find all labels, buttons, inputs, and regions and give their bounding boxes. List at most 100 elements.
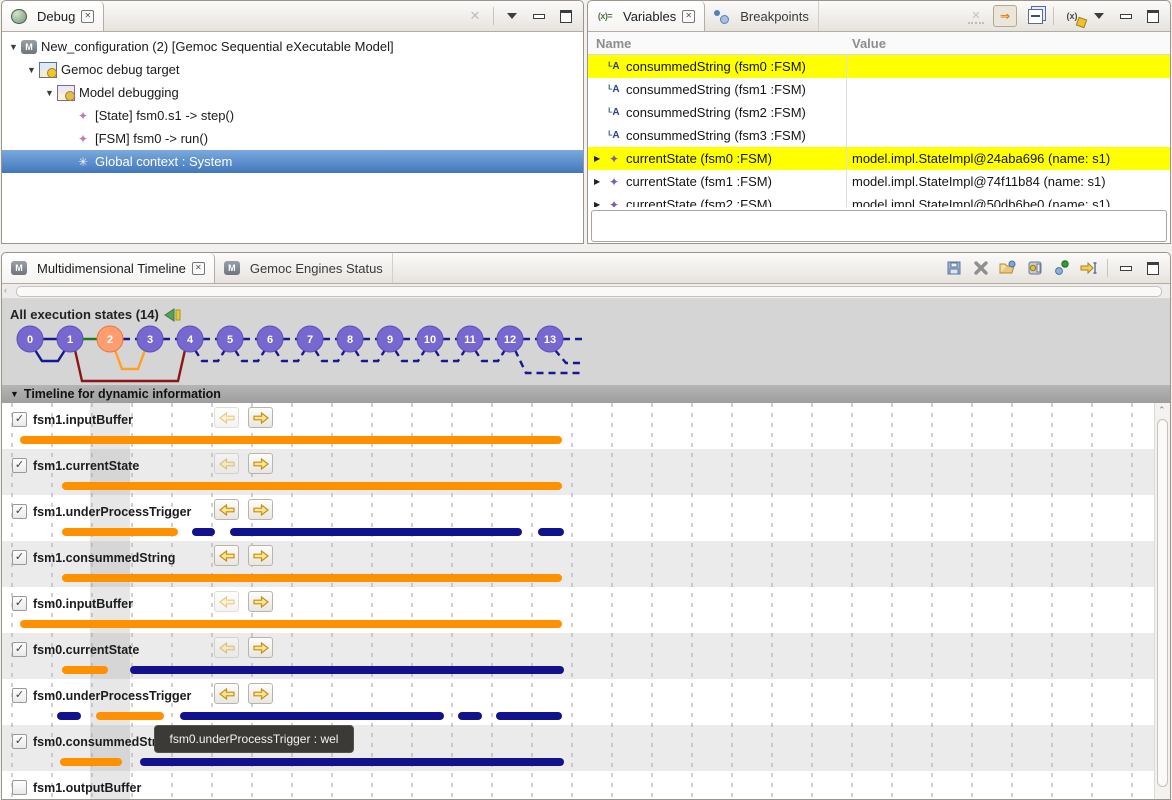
navy-value-bar[interactable] (57, 712, 81, 720)
step-back-arrow-button[interactable] (214, 453, 239, 474)
table-row[interactable]: currentState (fsm0 :FSM) model.impl.State… (588, 147, 1170, 170)
step-forward-arrow-button[interactable] (248, 407, 273, 428)
orange-value-bar[interactable] (62, 482, 562, 490)
scroll-left-icon[interactable] (4, 285, 7, 295)
engine-status-icon[interactable] (1053, 259, 1071, 277)
table-row[interactable]: ᴸA consummedString (fsm3 :FSM) (588, 124, 1170, 147)
tab-variables[interactable]: Variables (588, 1, 706, 31)
step-back-arrow-button[interactable] (214, 637, 239, 658)
step-back-icon[interactable] (163, 307, 182, 322)
table-row[interactable]: currentState (fsm1 :FSM) model.impl.State… (588, 170, 1170, 193)
expand-arrow-icon[interactable]: ▼ (45, 87, 54, 98)
navy-value-bar[interactable] (140, 758, 564, 766)
row-checkbox[interactable] (12, 780, 27, 795)
expand-arrow-icon[interactable] (594, 200, 606, 207)
step-back-arrow-button[interactable] (214, 499, 239, 520)
orange-value-bar[interactable] (62, 574, 562, 582)
step-forward-arrow-button[interactable] (248, 637, 273, 658)
row-checkbox[interactable] (12, 642, 27, 657)
tab-debug[interactable]: Debug (2, 1, 105, 31)
execution-state-node[interactable] (56, 325, 84, 353)
collapse-all-icon[interactable] (1027, 8, 1043, 24)
table-row[interactable]: ᴸA consummedString (fsm1 :FSM) (588, 78, 1170, 101)
navy-value-bar[interactable] (130, 666, 564, 674)
table-row[interactable]: currentState (fsm2 :FSM) model.impl.State… (588, 193, 1170, 207)
open-folder-icon[interactable] (999, 259, 1017, 277)
column-header-name[interactable]: Name (596, 35, 632, 51)
table-row[interactable]: ᴸA consummedString (fsm0 :FSM) (588, 55, 1170, 78)
maximize-icon[interactable] (1144, 259, 1162, 277)
tree-item[interactable]: ▼ Gemoc debug target (2, 58, 583, 81)
tree-item[interactable]: Global context : System (2, 150, 583, 173)
show-logical-structure-icon[interactable] (993, 5, 1017, 27)
execution-state-node-current[interactable] (96, 325, 124, 353)
tree-item[interactable]: [State] fsm0.s1 -> step() (2, 104, 583, 127)
tree-item[interactable]: ▼ New_configuration (2) [Gemoc Sequential… (2, 35, 583, 58)
step-forward-arrow-button[interactable] (248, 545, 273, 566)
orange-value-bar[interactable] (60, 758, 122, 766)
orange-value-bar[interactable] (20, 620, 562, 628)
expand-arrow-icon[interactable] (594, 154, 606, 163)
orange-value-bar[interactable] (96, 712, 164, 720)
view-menu-icon[interactable] (1090, 7, 1108, 25)
row-checkbox[interactable] (12, 550, 27, 565)
tab-gemoc-engines-status[interactable]: Gemoc Engines Status (215, 253, 393, 283)
step-forward-arrow-button[interactable] (248, 591, 273, 612)
execution-state-node[interactable] (296, 325, 324, 353)
tree-item[interactable]: [FSM] fsm0 -> run() (2, 127, 583, 150)
navy-value-bar[interactable] (496, 712, 562, 720)
safe-icon[interactable] (1026, 259, 1044, 277)
column-header-value[interactable]: Value (852, 35, 886, 51)
expand-arrow-icon[interactable]: ▼ (27, 64, 36, 75)
dynamic-info-header[interactable]: Timeline for dynamic information (2, 385, 1170, 403)
maximize-icon[interactable] (1144, 7, 1162, 25)
expand-arrow-icon[interactable]: ▼ (9, 41, 18, 52)
execution-state-node[interactable] (336, 325, 364, 353)
row-checkbox[interactable] (12, 504, 27, 519)
timeline-horizontal-scrollbar[interactable] (2, 284, 1170, 299)
step-back-arrow-button[interactable] (214, 683, 239, 704)
row-checkbox[interactable] (12, 688, 27, 703)
row-checkbox[interactable] (12, 596, 27, 611)
jump-to-state-icon[interactable] (1080, 259, 1098, 277)
close-icon[interactable] (81, 9, 95, 23)
view-menu-icon[interactable] (503, 7, 521, 25)
minimize-icon[interactable] (1117, 259, 1135, 277)
timeline-vertical-scrollbar[interactable] (1154, 403, 1170, 799)
row-checkbox[interactable] (12, 734, 27, 749)
execution-state-node[interactable] (376, 325, 404, 353)
maximize-icon[interactable] (557, 7, 575, 25)
scroll-up-icon[interactable] (1158, 405, 1166, 416)
execution-state-node[interactable] (416, 325, 444, 353)
orange-value-bar[interactable] (20, 436, 562, 444)
step-back-arrow-button[interactable] (214, 591, 239, 612)
column-divider[interactable] (846, 55, 847, 207)
minimize-icon[interactable] (530, 7, 548, 25)
remove-all-terminated-icon[interactable] (466, 7, 484, 25)
execution-state-node[interactable] (16, 325, 44, 353)
navy-value-bar[interactable] (180, 712, 444, 720)
execution-state-node[interactable] (456, 325, 484, 353)
table-row[interactable]: ᴸA consummedString (fsm2 :FSM) (588, 101, 1170, 124)
tab-multidimensional-timeline[interactable]: Multidimensional Timeline (2, 253, 215, 283)
navy-value-bar[interactable] (538, 528, 564, 536)
navy-value-bar[interactable] (230, 528, 522, 536)
delete-icon[interactable] (972, 259, 990, 277)
execution-state-node[interactable] (136, 325, 164, 353)
navy-value-bar[interactable] (458, 712, 482, 720)
execution-state-node[interactable] (496, 325, 524, 353)
minimize-icon[interactable] (1117, 7, 1135, 25)
save-icon[interactable] (945, 259, 963, 277)
scrollbar-thumb[interactable] (16, 286, 1162, 297)
orange-value-bar[interactable] (62, 666, 108, 674)
close-icon[interactable] (191, 261, 205, 275)
step-forward-arrow-button[interactable] (248, 453, 273, 474)
row-checkbox[interactable] (12, 412, 27, 427)
change-value-icon[interactable] (1063, 7, 1081, 25)
step-back-arrow-button[interactable] (214, 407, 239, 428)
step-back-arrow-button[interactable] (214, 545, 239, 566)
execution-state-node[interactable] (176, 325, 204, 353)
close-icon[interactable] (682, 9, 696, 23)
navy-value-bar[interactable] (192, 528, 215, 536)
show-type-names-icon[interactable] (968, 8, 984, 24)
